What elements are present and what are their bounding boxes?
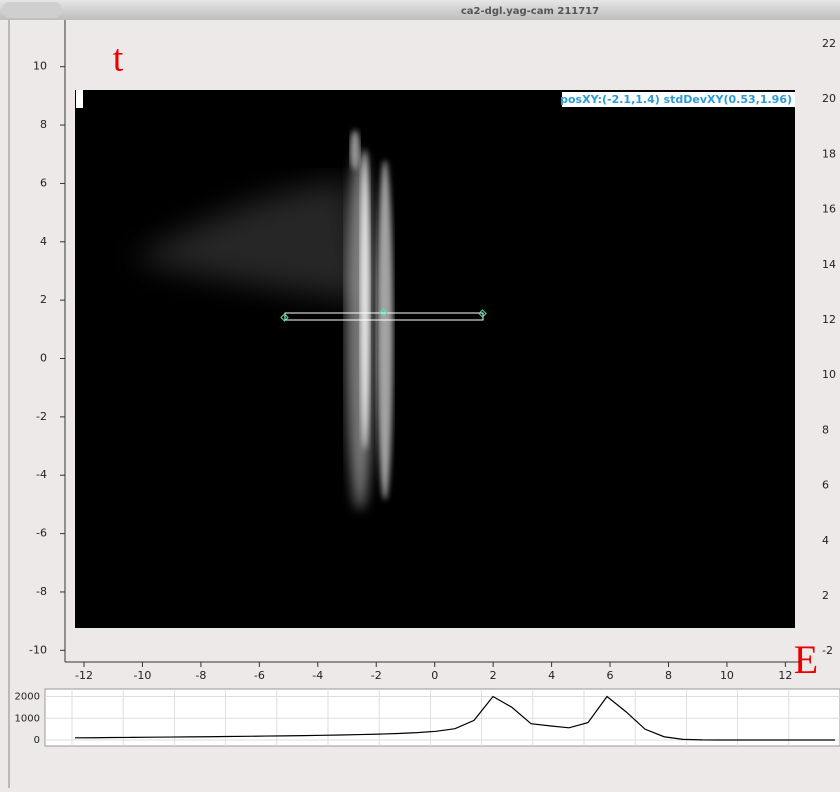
x-tick-label: 8 xyxy=(665,669,672,682)
x-tick-label: 0 xyxy=(431,669,438,682)
y-tick-label: 8 xyxy=(40,118,47,131)
right-tick-label: 18 xyxy=(822,147,836,160)
y-tick-label: 10 xyxy=(33,60,47,73)
axis-label-e: E xyxy=(794,637,818,682)
profile-y-tick-label: 2000 xyxy=(15,692,40,703)
right-tick-label: 2 xyxy=(822,589,829,602)
y-tick-label: -8 xyxy=(36,585,47,598)
window-title: ca2-dgl.yag-cam 211717 xyxy=(461,6,599,17)
x-tick-label: 10 xyxy=(720,669,734,682)
x-tick-label: 12 xyxy=(778,669,792,682)
y-tick-label: -6 xyxy=(36,527,47,540)
y-tick-label: -10 xyxy=(29,643,47,656)
right-tick-label: 22 xyxy=(822,37,836,50)
x-tick-label: 6 xyxy=(607,669,614,682)
y-tick-label: 6 xyxy=(40,176,47,189)
y-tick-label: 0 xyxy=(40,352,47,365)
right-tick-label: 14 xyxy=(822,258,836,271)
profile-y-tick-label: 1000 xyxy=(15,713,40,724)
axis-label-t: t xyxy=(113,38,124,80)
x-tick-label: -12 xyxy=(75,669,93,682)
right-tick-label: 16 xyxy=(822,203,836,216)
y-tick-label: -4 xyxy=(36,468,47,481)
right-tick-label: 6 xyxy=(822,479,829,492)
window-controls[interactable] xyxy=(2,2,62,18)
x-tick-label: 4 xyxy=(548,669,555,682)
y-tick-label: -2 xyxy=(36,410,47,423)
right-tick-label: 4 xyxy=(822,534,829,547)
profile-y-tick-label: 0 xyxy=(34,735,40,746)
viewer-window: ca2-dgl.yag-cam 211717 posXY:(-2.1,1.4) … xyxy=(0,0,840,788)
y-tick-label: 4 xyxy=(40,235,47,248)
x-tick-label: -4 xyxy=(312,669,323,682)
overlay-stats: posXY:(-2.1,1.4) stdDevXY(0.53,1.96) xyxy=(560,93,792,106)
page: {"window": {"title": "ca2-dgl.yag-cam 21… xyxy=(0,0,840,788)
right-tick-label: -2 xyxy=(822,644,833,657)
right-tick-label: 8 xyxy=(822,423,829,436)
right-tick-label: 20 xyxy=(822,92,836,105)
y-tick-label: 2 xyxy=(40,293,47,306)
x-tick-label: -2 xyxy=(371,669,382,682)
image-corner xyxy=(76,90,83,108)
right-tick-label: 12 xyxy=(822,313,836,326)
x-tick-label: -8 xyxy=(195,669,206,682)
x-tick-label: 2 xyxy=(490,669,497,682)
right-tick-label: 10 xyxy=(822,368,836,381)
x-tick-label: -6 xyxy=(254,669,265,682)
x-tick-label: -10 xyxy=(133,669,151,682)
camera-image xyxy=(75,90,795,628)
title-bar xyxy=(0,0,840,20)
